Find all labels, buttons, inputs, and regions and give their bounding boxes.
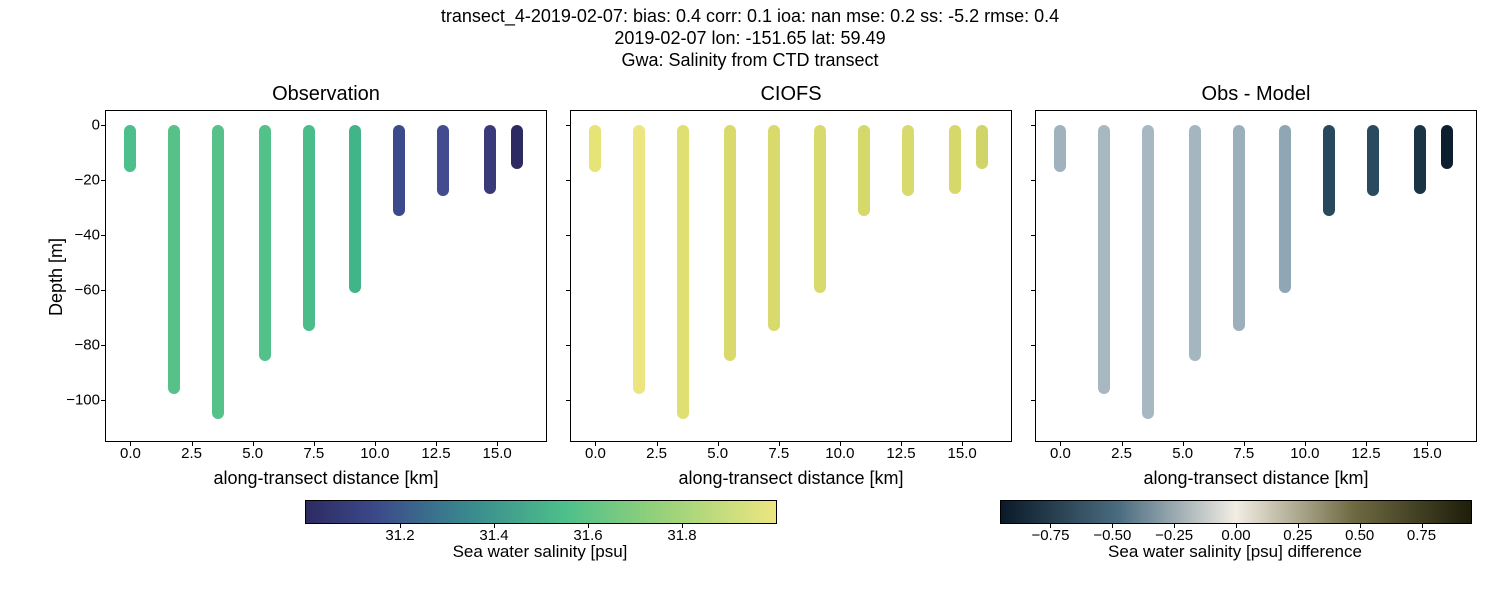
ytick-label: −100 <box>66 391 106 408</box>
profile-bar <box>976 125 988 169</box>
profile-bar <box>1189 125 1201 362</box>
profile-bar <box>437 125 449 197</box>
figure: transect_4-2019-02-07: bias: 0.4 corr: 0… <box>0 0 1500 600</box>
profile-bar <box>902 125 914 197</box>
colorbar-tick-label: 0.00 <box>1221 523 1250 544</box>
colorbar-tick-label: 0.50 <box>1345 523 1374 544</box>
xtick-label: 0.0 <box>1050 441 1071 462</box>
colorbar-tick-label: 31.2 <box>385 523 414 544</box>
profile-bar <box>1233 125 1245 331</box>
panel-title: CIOFS <box>571 83 1011 106</box>
colorbar-label: Sea water salinity [psu] <box>305 542 775 562</box>
profile-bar <box>858 125 870 216</box>
ytick-label: −60 <box>75 281 106 298</box>
colorbar-gradient: 31.231.431.631.8 <box>305 500 777 524</box>
panel-obs-model: Obs - Model0.02.55.07.510.012.515.0along… <box>1035 110 1477 442</box>
panel-title: Obs - Model <box>1036 83 1476 106</box>
colorbar-gradient: −0.75−0.50−0.250.000.250.500.75 <box>1000 500 1472 524</box>
xtick-label: 12.5 <box>1351 441 1380 462</box>
colorbar-tick-label: −0.25 <box>1155 523 1193 544</box>
profile-bar <box>589 125 601 172</box>
xtick-label: 12.5 <box>421 441 450 462</box>
colorbar-tick-label: −0.50 <box>1093 523 1131 544</box>
xtick-label: 15.0 <box>1413 441 1442 462</box>
profile-bar <box>349 125 361 293</box>
xtick-label: 0.0 <box>585 441 606 462</box>
profile-bar <box>484 125 496 194</box>
panel-ciofs: CIOFS0.02.55.07.510.012.515.0along-trans… <box>570 110 1012 442</box>
profile-bar <box>633 125 645 395</box>
colorbar-tick-label: −0.75 <box>1031 523 1069 544</box>
xtick-label: 2.5 <box>646 441 667 462</box>
profile-bar <box>1323 125 1335 216</box>
colorbar-tick-label: 31.8 <box>667 523 696 544</box>
xtick-label: 7.5 <box>768 441 789 462</box>
ytick-label: 0 <box>92 116 106 133</box>
colorbar-tick-label: 31.6 <box>573 523 602 544</box>
profile-bar <box>814 125 826 293</box>
colorbar-label: Sea water salinity [psu] difference <box>1000 542 1470 562</box>
profile-bar <box>724 125 736 362</box>
profile-bar <box>1142 125 1154 419</box>
profile-bar <box>303 125 315 331</box>
profile-bar <box>1441 125 1453 169</box>
colorbar-tick-label: 0.25 <box>1283 523 1312 544</box>
xtick-label: 7.5 <box>1233 441 1254 462</box>
suptitle-line2: 2019-02-07 lon: -151.65 lat: 59.49 <box>0 28 1500 49</box>
profile-bar <box>949 125 961 194</box>
ylabel: Depth [m] <box>46 238 67 316</box>
xtick-label: 0.0 <box>120 441 141 462</box>
profile-bar <box>259 125 271 362</box>
xtick-label: 7.5 <box>303 441 324 462</box>
xtick-label: 15.0 <box>483 441 512 462</box>
xtick-label: 12.5 <box>886 441 915 462</box>
xlabel: along-transect distance [km] <box>571 468 1011 489</box>
colorbar-tick-label: 0.75 <box>1407 523 1436 544</box>
suptitle-line1: transect_4-2019-02-07: bias: 0.4 corr: 0… <box>0 6 1500 27</box>
xtick-label: 2.5 <box>1111 441 1132 462</box>
xtick-label: 5.0 <box>707 441 728 462</box>
profile-bar <box>511 125 523 169</box>
profile-bar <box>393 125 405 216</box>
profile-bar <box>212 125 224 419</box>
profile-bar <box>1279 125 1291 293</box>
xtick-label: 10.0 <box>360 441 389 462</box>
xlabel: along-transect distance [km] <box>1036 468 1476 489</box>
panel-title: Observation <box>106 83 546 106</box>
xtick-label: 15.0 <box>948 441 977 462</box>
profile-bar <box>1414 125 1426 194</box>
profile-bar <box>124 125 136 172</box>
profile-bar <box>1054 125 1066 172</box>
colorbar-tick-label: 31.4 <box>479 523 508 544</box>
profile-bar <box>677 125 689 419</box>
xtick-label: 5.0 <box>1172 441 1193 462</box>
colorbar: 31.231.431.631.8Sea water salinity [psu] <box>305 500 775 524</box>
panel-observation: Observation0−20−40−60−80−1000.02.55.07.5… <box>105 110 547 442</box>
profile-bar <box>168 125 180 395</box>
profile-bar <box>1098 125 1110 395</box>
xtick-label: 2.5 <box>181 441 202 462</box>
ytick-label: −20 <box>75 171 106 188</box>
ytick-label: −40 <box>75 226 106 243</box>
profile-bar <box>768 125 780 331</box>
xtick-label: 10.0 <box>1290 441 1319 462</box>
profile-bar <box>1367 125 1379 197</box>
ytick-label: −80 <box>75 336 106 353</box>
xlabel: along-transect distance [km] <box>106 468 546 489</box>
suptitle-line3: Gwa: Salinity from CTD transect <box>0 50 1500 71</box>
colorbar: −0.75−0.50−0.250.000.250.500.75Sea water… <box>1000 500 1470 524</box>
xtick-label: 10.0 <box>825 441 854 462</box>
xtick-label: 5.0 <box>242 441 263 462</box>
